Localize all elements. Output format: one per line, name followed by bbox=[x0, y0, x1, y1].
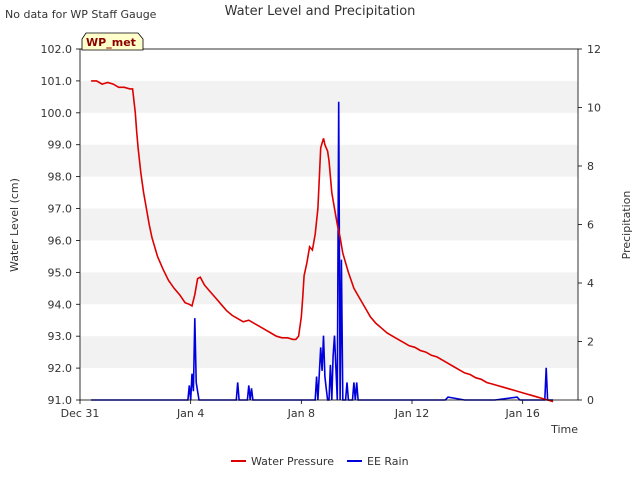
x-tick-label: Dec 31 bbox=[61, 407, 100, 420]
y2-tick-label: 0 bbox=[587, 394, 594, 407]
y-tick-label: 95.0 bbox=[48, 266, 73, 279]
y2-tick-label: 2 bbox=[587, 336, 594, 349]
wp-met-badge: WP_met bbox=[81, 32, 144, 51]
y2-tick-label: 12 bbox=[587, 43, 601, 56]
plot-frame bbox=[79, 48, 579, 401]
legend-label-rain: EE Rain bbox=[367, 455, 409, 468]
y-tick-label: 100.0 bbox=[41, 107, 73, 120]
legend-label-water: Water Pressure bbox=[251, 455, 334, 468]
chart-title: Water Level and Precipitation bbox=[225, 4, 416, 19]
right-axis-ticks: 0 2 4 6 8 10 12 bbox=[578, 43, 601, 407]
y-axis-label-right: Precipitation bbox=[620, 191, 633, 260]
grid-band bbox=[80, 336, 578, 369]
grid-band bbox=[80, 208, 578, 241]
x-axis-label: Time bbox=[550, 423, 578, 436]
legend: Water Pressure EE Rain bbox=[231, 455, 409, 468]
left-axis-ticks: 91.0 92.0 93.0 94.0 95.0 96.0 97.0 98.0 99.0 100.… bbox=[41, 43, 80, 407]
y-axis-label-left: Water Level (cm) bbox=[8, 178, 21, 272]
y-tick-label: 93.0 bbox=[48, 330, 73, 343]
y-tick-label: 99.0 bbox=[48, 139, 73, 152]
y-tick-label: 97.0 bbox=[48, 203, 73, 216]
x-tick-label: Jan 4 bbox=[176, 407, 204, 420]
y-tick-label: 96.0 bbox=[48, 234, 73, 247]
x-tick-label: Jan 8 bbox=[287, 407, 315, 420]
y2-tick-label: 4 bbox=[587, 277, 594, 290]
y-tick-label: 94.0 bbox=[48, 298, 73, 311]
x-tick-label: Jan 12 bbox=[394, 407, 429, 420]
series-line-water-pressure bbox=[91, 80, 554, 403]
grid-band bbox=[80, 272, 578, 305]
y2-tick-label: 6 bbox=[587, 219, 594, 232]
y-tick-label: 92.0 bbox=[48, 362, 73, 375]
x-axis-ticks: Dec 31 Jan 4 Jan 8 Jan 12 Jan 16 bbox=[61, 400, 540, 420]
grid-bands bbox=[80, 80, 578, 369]
badge-label: WP_met bbox=[86, 36, 136, 49]
x-tick-label: Jan 16 bbox=[504, 407, 539, 420]
y-tick-label: 102.0 bbox=[41, 43, 73, 56]
y2-tick-label: 8 bbox=[587, 160, 594, 173]
grid-band bbox=[80, 80, 578, 113]
no-data-note: No data for WP Staff Gauge bbox=[5, 8, 157, 21]
y-tick-label: 91.0 bbox=[48, 394, 73, 407]
y2-tick-label: 10 bbox=[587, 102, 601, 115]
y-tick-label: 101.0 bbox=[41, 75, 73, 88]
y-tick-label: 98.0 bbox=[48, 171, 73, 184]
